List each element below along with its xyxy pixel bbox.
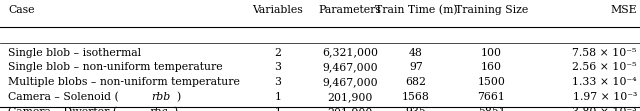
Text: 48: 48 [409,48,423,57]
Text: Train Time (m): Train Time (m) [374,5,458,15]
Text: 1: 1 [275,92,281,102]
Text: 201,900: 201,900 [328,92,372,102]
Text: 5851: 5851 [477,107,506,111]
Text: 100: 100 [481,48,502,57]
Text: 7.58 × 10⁻⁵: 7.58 × 10⁻⁵ [572,48,637,57]
Text: 3: 3 [275,77,281,87]
Text: 6,321,000: 6,321,000 [322,48,378,57]
Text: Camera – Divertor (: Camera – Divertor ( [8,107,118,111]
Text: 160: 160 [481,62,502,72]
Text: 3.80 × 10⁻³: 3.80 × 10⁻³ [572,107,637,111]
Text: 201,900: 201,900 [328,107,372,111]
Text: rba: rba [149,107,168,111]
Text: Camera – Solenoid (: Camera – Solenoid ( [8,92,119,102]
Text: 1.33 × 10⁻⁴: 1.33 × 10⁻⁴ [572,77,637,87]
Text: ): ) [176,92,180,102]
Text: 682: 682 [406,77,426,87]
Text: 9,467,000: 9,467,000 [323,77,378,87]
Text: 1500: 1500 [477,77,506,87]
Text: ): ) [173,107,178,111]
Text: Parameters: Parameters [319,5,381,15]
Text: 9,467,000: 9,467,000 [323,62,378,72]
Text: Single blob – non-uniform temperature: Single blob – non-uniform temperature [8,62,223,72]
Text: 7661: 7661 [477,92,506,102]
Text: Training Size: Training Size [455,5,528,15]
Text: MSE: MSE [610,5,637,15]
Text: 935: 935 [406,107,426,111]
Text: 1: 1 [275,107,281,111]
Text: 1568: 1568 [402,92,430,102]
Text: 3: 3 [275,62,281,72]
Text: 2.56 × 10⁻⁵: 2.56 × 10⁻⁵ [572,62,637,72]
Text: 2: 2 [275,48,281,57]
Text: rbb: rbb [152,92,171,102]
Text: Multiple blobs – non-uniform temperature: Multiple blobs – non-uniform temperature [8,77,240,87]
Text: 1.97 × 10⁻³: 1.97 × 10⁻³ [573,92,637,102]
Text: Variables: Variables [252,5,303,15]
Text: Case: Case [8,5,35,15]
Text: 97: 97 [409,62,423,72]
Text: Single blob – isothermal: Single blob – isothermal [8,48,141,57]
